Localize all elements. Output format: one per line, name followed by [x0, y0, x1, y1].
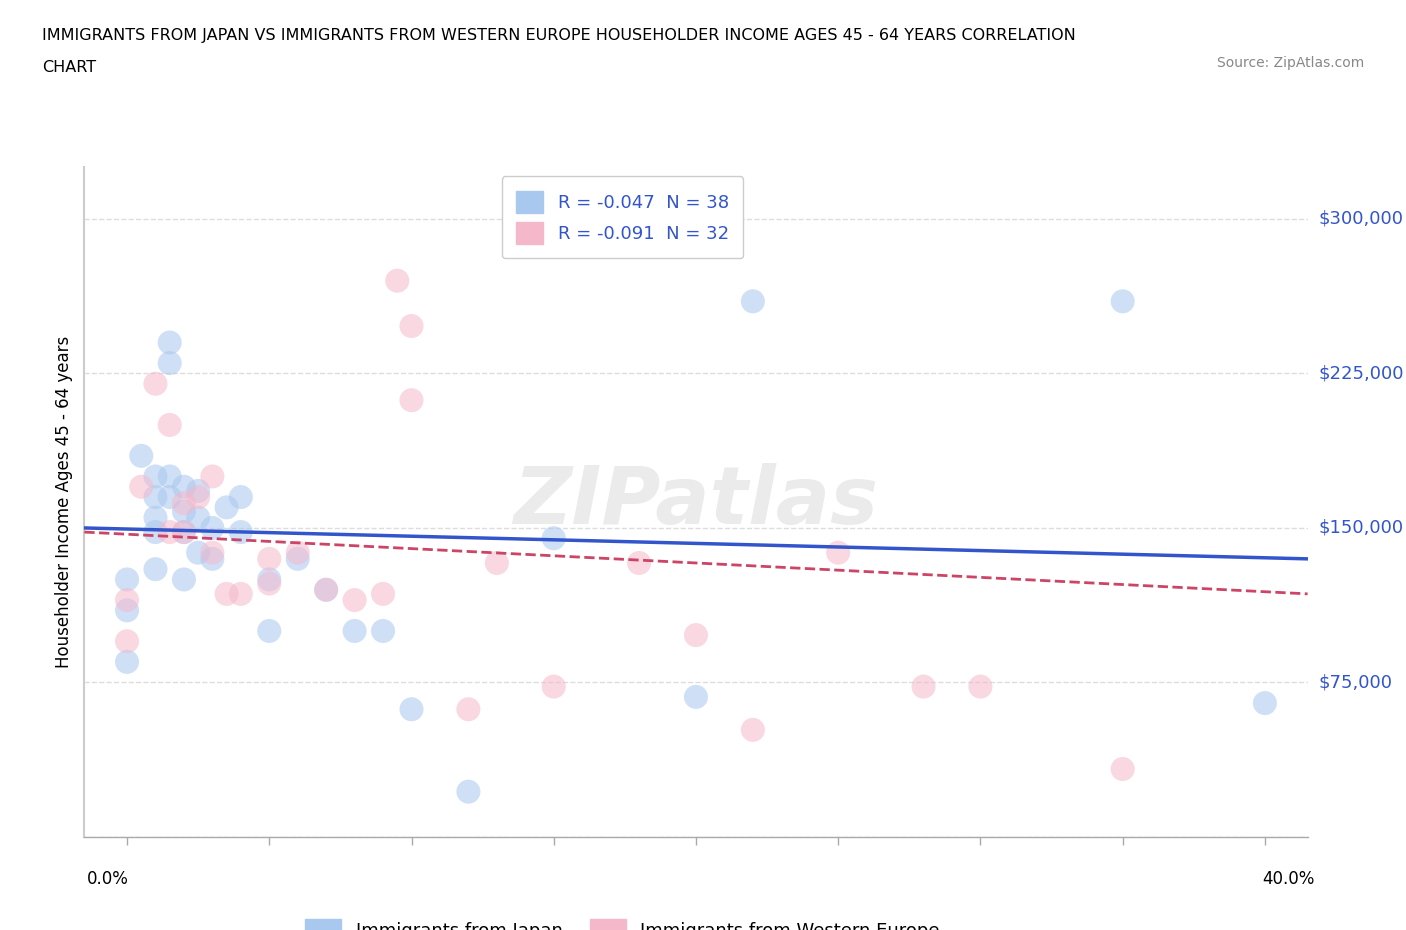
- Point: [159, 525, 181, 539]
- Point: [173, 496, 195, 511]
- Point: [187, 484, 209, 498]
- Point: [229, 489, 252, 504]
- Point: [259, 577, 281, 591]
- Point: [343, 623, 366, 638]
- Point: [215, 587, 238, 602]
- Point: [129, 448, 152, 463]
- Point: [145, 562, 167, 577]
- Legend: Immigrants from Japan, Immigrants from Western Europe: Immigrants from Japan, Immigrants from W…: [298, 912, 948, 930]
- Point: [145, 469, 167, 484]
- Point: [173, 525, 195, 539]
- Point: [457, 784, 479, 799]
- Point: [259, 551, 281, 566]
- Point: [145, 525, 167, 539]
- Text: ZIPatlas: ZIPatlas: [513, 463, 879, 541]
- Point: [173, 525, 195, 539]
- Point: [159, 418, 181, 432]
- Point: [129, 479, 152, 494]
- Point: [173, 504, 195, 519]
- Point: [115, 603, 138, 618]
- Point: [229, 587, 252, 602]
- Y-axis label: Householder Income Ages 45 - 64 years: Householder Income Ages 45 - 64 years: [55, 336, 73, 669]
- Point: [371, 587, 394, 602]
- Point: [201, 551, 224, 566]
- Point: [1111, 294, 1133, 309]
- Point: [215, 500, 238, 515]
- Point: [685, 628, 707, 643]
- Point: [969, 679, 991, 694]
- Point: [343, 592, 366, 607]
- Text: Source: ZipAtlas.com: Source: ZipAtlas.com: [1216, 56, 1364, 70]
- Point: [912, 679, 935, 694]
- Point: [115, 572, 138, 587]
- Point: [741, 294, 763, 309]
- Point: [827, 545, 849, 560]
- Point: [145, 377, 167, 392]
- Text: $75,000: $75,000: [1319, 673, 1393, 692]
- Point: [187, 489, 209, 504]
- Point: [401, 319, 423, 334]
- Point: [741, 723, 763, 737]
- Point: [371, 623, 394, 638]
- Text: 0.0%: 0.0%: [87, 870, 129, 887]
- Text: 40.0%: 40.0%: [1263, 870, 1315, 887]
- Point: [1111, 762, 1133, 777]
- Point: [685, 689, 707, 704]
- Point: [173, 572, 195, 587]
- Point: [259, 623, 281, 638]
- Point: [315, 582, 337, 597]
- Point: [628, 555, 651, 570]
- Text: $300,000: $300,000: [1319, 210, 1403, 228]
- Point: [401, 702, 423, 717]
- Point: [287, 545, 309, 560]
- Point: [401, 392, 423, 407]
- Point: [315, 582, 337, 597]
- Point: [201, 521, 224, 536]
- Point: [485, 555, 508, 570]
- Point: [145, 489, 167, 504]
- Point: [1254, 696, 1277, 711]
- Point: [159, 469, 181, 484]
- Point: [201, 545, 224, 560]
- Point: [173, 479, 195, 494]
- Point: [159, 355, 181, 370]
- Text: CHART: CHART: [42, 60, 96, 75]
- Point: [187, 511, 209, 525]
- Point: [159, 335, 181, 350]
- Point: [159, 489, 181, 504]
- Point: [287, 551, 309, 566]
- Point: [229, 525, 252, 539]
- Point: [115, 592, 138, 607]
- Text: IMMIGRANTS FROM JAPAN VS IMMIGRANTS FROM WESTERN EUROPE HOUSEHOLDER INCOME AGES : IMMIGRANTS FROM JAPAN VS IMMIGRANTS FROM…: [42, 28, 1076, 43]
- Point: [259, 572, 281, 587]
- Text: $225,000: $225,000: [1319, 365, 1405, 382]
- Point: [187, 545, 209, 560]
- Point: [543, 531, 565, 546]
- Point: [201, 469, 224, 484]
- Point: [387, 273, 409, 288]
- Point: [115, 634, 138, 649]
- Point: [145, 511, 167, 525]
- Point: [115, 655, 138, 670]
- Text: $150,000: $150,000: [1319, 519, 1403, 537]
- Point: [543, 679, 565, 694]
- Point: [457, 702, 479, 717]
